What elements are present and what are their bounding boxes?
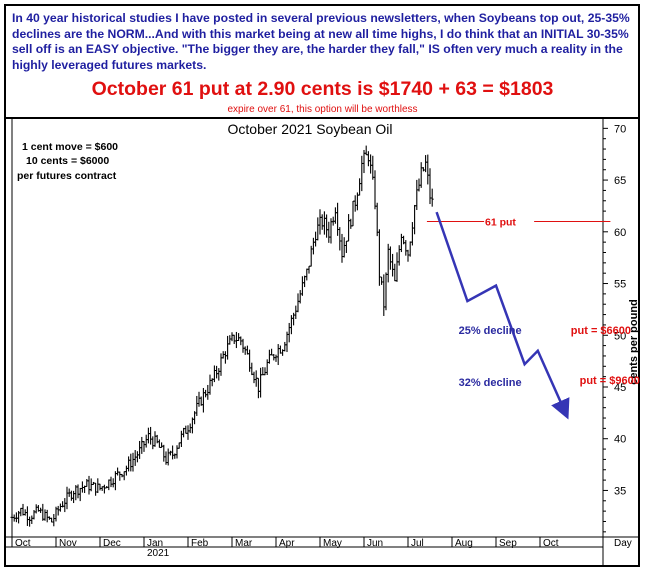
x-tick-label: Aug <box>455 538 473 549</box>
x-tick-label: Jul <box>411 538 424 549</box>
x-tick-label: Oct <box>15 538 31 549</box>
annotation-0: 25% decline <box>459 325 522 337</box>
x-tick-label: Jan <box>147 538 163 549</box>
price-bars <box>10 145 434 527</box>
annotation-2: put = $6600 <box>571 325 631 337</box>
chart-frame <box>4 4 640 567</box>
x-tick-label: Sep <box>499 538 517 549</box>
commentary-text: In 40 year historical studies I have pos… <box>12 11 630 72</box>
contract-note-line3: per futures contract <box>17 170 117 182</box>
x-tick-label: Oct <box>543 538 559 549</box>
x-tick-label: Nov <box>59 538 77 549</box>
y-tick-label: 35 <box>614 485 626 497</box>
strike-label-bg <box>484 215 535 227</box>
x-tick-label: May <box>323 538 342 549</box>
x-axis-extra-label: Day <box>614 538 632 549</box>
x-tick-label: Feb <box>191 538 209 549</box>
x-tick-label: Jun <box>367 538 383 549</box>
y-tick-label: 70 <box>614 123 626 135</box>
annotation-1: 32% decline <box>459 377 522 389</box>
strike-line-label: 61 put <box>485 216 516 228</box>
chart-title: October 2021 Soybean Oil <box>228 121 393 137</box>
x-tick-label: Dec <box>103 538 121 549</box>
contract-note-line2: 10 cents = $6000 <box>26 155 110 167</box>
x-tick-label: Mar <box>235 538 253 549</box>
header-panel: In 40 year historical studies I have pos… <box>4 4 640 116</box>
y-axis-title: cents per pound <box>628 299 640 385</box>
y-tick-label: 65 <box>614 175 626 187</box>
y-tick-label: 60 <box>614 227 626 239</box>
contract-note-line1: 1 cent move = $600 <box>22 141 119 153</box>
y-tick-label: 55 <box>614 279 626 291</box>
projection-arrow <box>435 211 570 420</box>
x-year-label: 2021 <box>147 548 170 559</box>
put-option-headline: October 61 put at 2.90 cents is $1740 + … <box>91 78 554 100</box>
y-tick-label: 45 <box>614 382 626 394</box>
x-tick-label: Apr <box>279 538 295 549</box>
y-tick-label: 50 <box>614 330 626 342</box>
y-tick-label: 40 <box>614 434 626 446</box>
annotation-3: put = $9600 <box>580 375 640 387</box>
expiry-note: expire over 61, this option will be wort… <box>227 104 418 115</box>
